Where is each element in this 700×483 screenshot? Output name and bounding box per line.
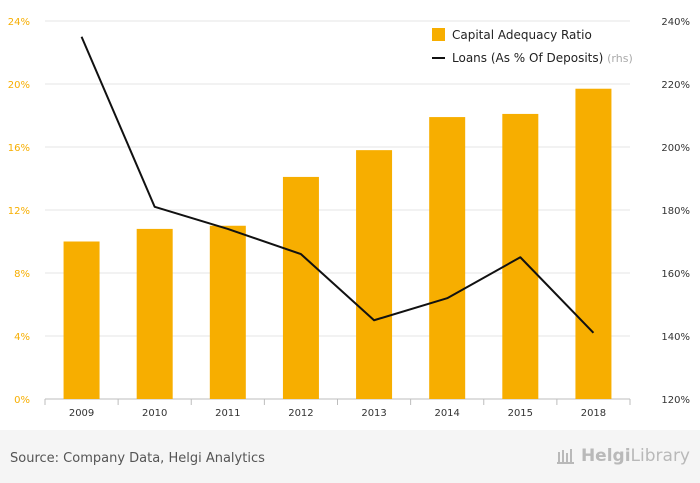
y-right-tick-label: 160%: [661, 269, 690, 280]
y-right-tick-label: 240%: [661, 17, 690, 28]
y-left-tick-label: 20%: [8, 80, 30, 91]
y-left-tick-label: 4%: [14, 332, 30, 343]
legend-label-line: Loans (As % Of Deposits) (rhs): [452, 51, 633, 65]
brand-logo: HelgiLibrary: [556, 446, 690, 466]
legend-swatch-bar: [432, 28, 445, 41]
brand-name-light: Library: [630, 446, 690, 466]
y-left-tick-label: 8%: [14, 269, 30, 280]
footer: Source: Company Data, Helgi Analytics He…: [0, 430, 700, 483]
y-left-tick-label: 12%: [8, 206, 30, 217]
library-icon: [556, 449, 574, 464]
y-right-tick-label: 140%: [661, 332, 690, 343]
x-tick-label: 2010: [142, 408, 167, 419]
x-tick-label: 2013: [361, 408, 386, 419]
bar: [136, 228, 173, 399]
y-right-tick-label: 120%: [661, 395, 690, 406]
brand-name-bold: Helgi: [580, 446, 631, 466]
legend-rhs-suffix: (rhs): [607, 52, 633, 65]
bar: [356, 150, 393, 399]
y-left-tick-label: 16%: [8, 143, 30, 154]
bar: [282, 176, 319, 399]
y-left-tick-label: 24%: [8, 17, 30, 28]
x-tick-label: 2014: [434, 408, 459, 419]
x-tick-label: 2015: [508, 408, 533, 419]
bar: [575, 88, 612, 399]
x-tick-label: 2009: [69, 408, 94, 419]
series-line: [80, 36, 595, 334]
y-right-tick-label: 200%: [661, 143, 690, 154]
x-tick-label: 2018: [581, 408, 606, 419]
y-right-tick-label: 180%: [661, 206, 690, 217]
x-tick-label: 2011: [215, 408, 240, 419]
x-tick-label: 2012: [288, 408, 313, 419]
y-left-tick-label: 0%: [14, 395, 30, 406]
bar: [209, 225, 246, 399]
source-note: Source: Company Data, Helgi Analytics: [10, 451, 265, 466]
bar: [63, 241, 100, 399]
bar: [429, 117, 466, 399]
chart-svg: 0% 4% 8% 12% 16% 20% 24% 120% 140% 160% 180% 200% 22…: [8, 17, 690, 419]
y-right-tick-label: 220%: [661, 80, 690, 91]
legend-label-bar: Capital Adequacy Ratio: [452, 28, 592, 42]
